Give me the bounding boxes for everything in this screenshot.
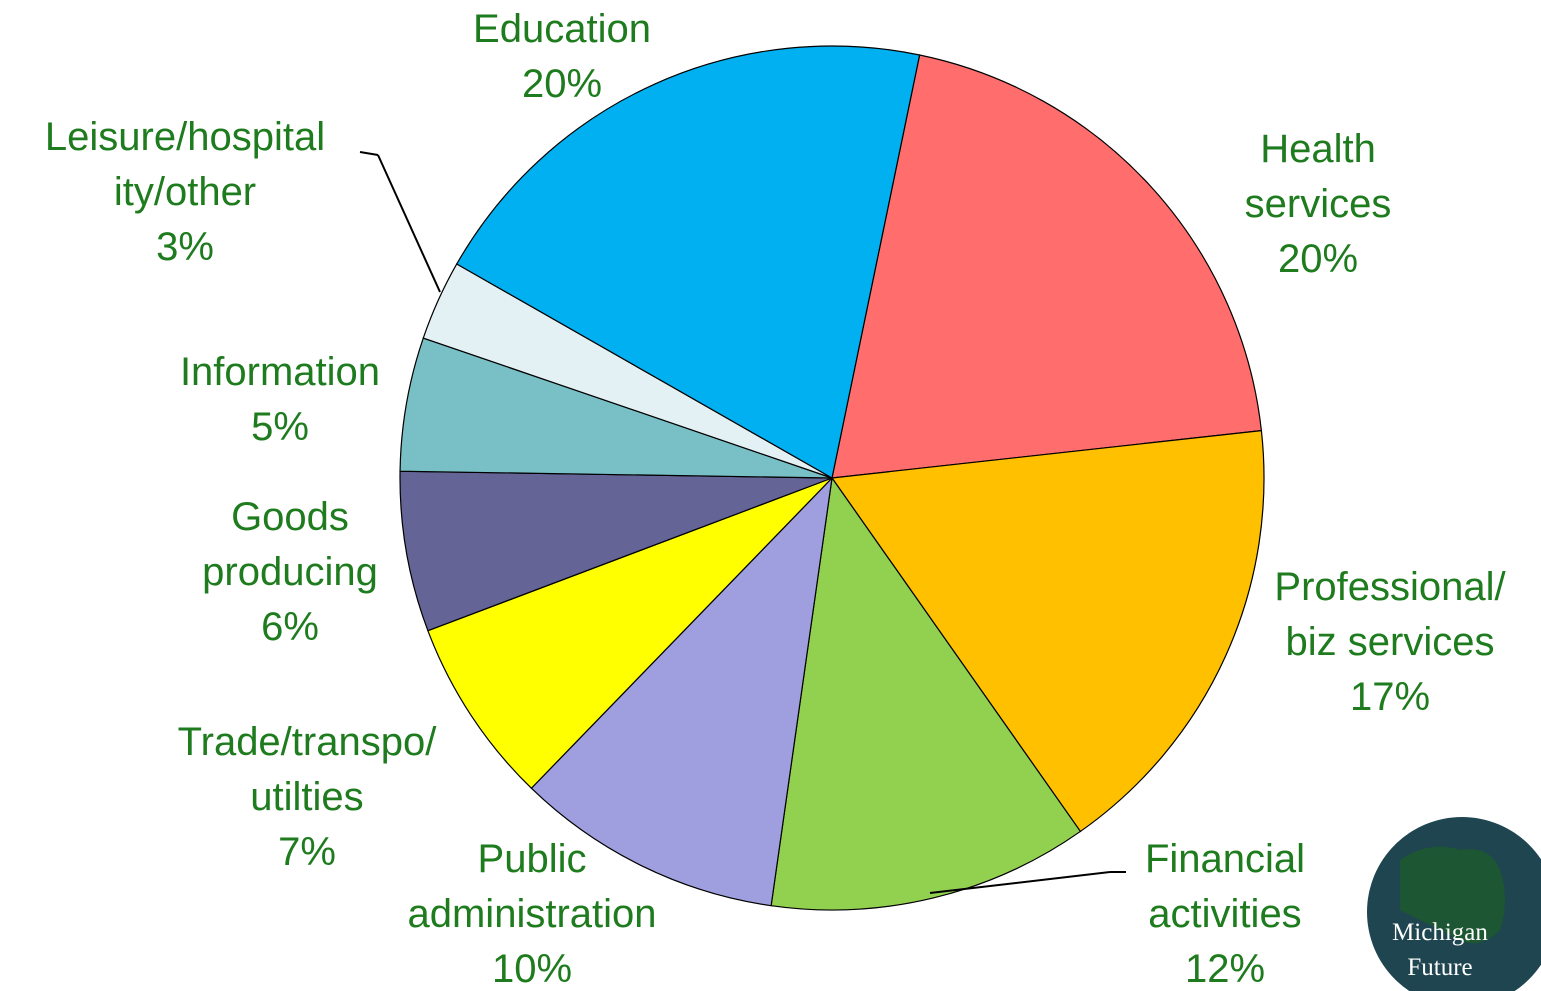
- pie-slice: [399, 470, 833, 632]
- slice-label: Professional/ biz services 17%: [1274, 560, 1505, 725]
- value-label: 7%: [278, 830, 336, 874]
- category-label: Public administration: [407, 837, 657, 936]
- value-label: 6%: [261, 605, 319, 649]
- category-label: Goods producing: [202, 495, 378, 594]
- pie: [399, 45, 1265, 911]
- leader-line: [359, 151, 379, 156]
- category-label: Professional/ biz services: [1274, 565, 1506, 664]
- logo-map: [1400, 846, 1505, 944]
- slice-label: Financial activities 12%: [1145, 832, 1305, 991]
- slice-label: Leisure/hospital ity/other 3%: [45, 110, 325, 275]
- pie-slice: [830, 429, 1265, 833]
- value-label: 20%: [1277, 237, 1359, 281]
- value-label: 3%: [156, 225, 214, 269]
- logo-text: Michigan: [1392, 919, 1488, 946]
- category-label: Trade/transpo/ utilties: [177, 720, 437, 819]
- slice-label: Health services 20%: [1207, 122, 1430, 287]
- value-label: 5%: [251, 405, 309, 449]
- pie-slice: [427, 477, 833, 790]
- slice-label: Information 5%: [180, 345, 380, 455]
- value-label: 10%: [491, 947, 573, 991]
- logo-text: Future: [1407, 954, 1472, 981]
- slice-label: Public administration 10%: [407, 832, 656, 991]
- category-label: Leisure/hospital ity/other: [44, 115, 326, 214]
- pie-slice: [455, 45, 921, 479]
- category-label: Financial activities: [1144, 837, 1306, 936]
- value-label: 12%: [1184, 947, 1266, 991]
- slice-label: Goods producing 6%: [202, 490, 378, 655]
- logo: Michigan Future: [1367, 817, 1541, 991]
- leader-line: [377, 154, 441, 293]
- value-label: 20%: [521, 62, 603, 106]
- slice-label: Trade/transpo/ utilties 7%: [178, 715, 437, 880]
- leader-line: [929, 871, 1111, 894]
- value-label: 17%: [1349, 675, 1431, 719]
- pie-slice: [831, 54, 1263, 479]
- category-label: Information: [179, 350, 381, 394]
- category-label: Education: [473, 7, 651, 51]
- pie-slice: [530, 476, 833, 907]
- pie-slice: [770, 476, 1082, 911]
- slice-label: Education 20%: [473, 2, 651, 112]
- category-label: Health services: [1244, 127, 1392, 226]
